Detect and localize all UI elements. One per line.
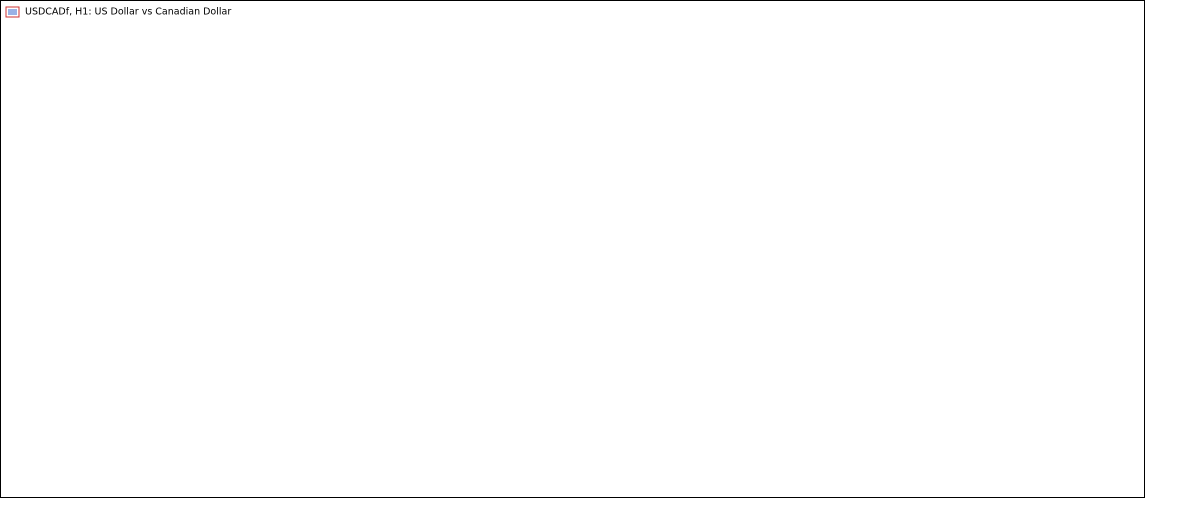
chart-title: USDCADf, H1: US Dollar vs Canadian Dolla…	[25, 7, 231, 18]
symbol-icon	[5, 6, 20, 18]
plot-frame	[0, 0, 1145, 498]
